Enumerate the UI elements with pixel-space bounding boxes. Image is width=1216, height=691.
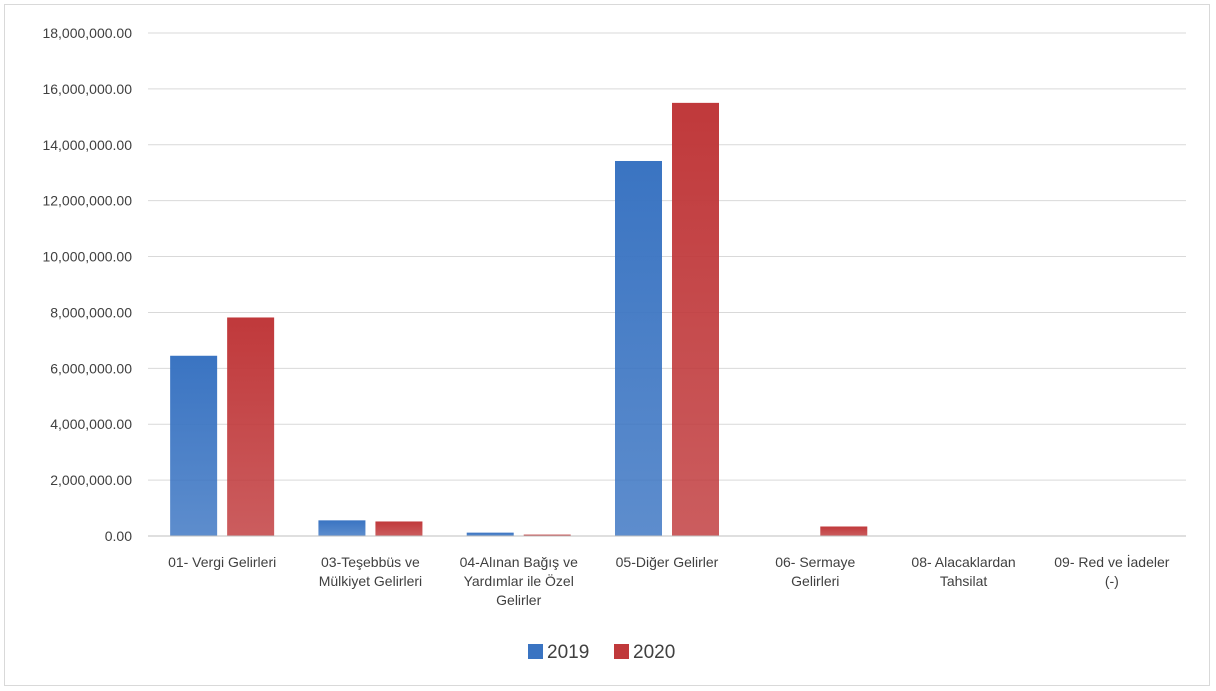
bar-2019 <box>615 160 662 537</box>
y-tick-label: 8,000,000.00 <box>50 304 132 320</box>
y-tick-label: 2,000,000.00 <box>50 472 132 488</box>
y-tick-label: 10,000,000.00 <box>42 249 132 265</box>
legend-swatch <box>528 644 543 659</box>
legend-label: 2020 <box>633 642 675 663</box>
bar-2020 <box>672 102 719 536</box>
y-tick-label: 14,000,000.00 <box>42 137 132 153</box>
category-label: 09- Red ve İadeler (-) <box>1054 553 1170 589</box>
category-label: 04-Alınan Bağış ve Yardımlar ile Özel Geli… <box>460 554 579 608</box>
category-label: 01- Vergi Gelirleri <box>168 554 276 570</box>
grid-lines <box>148 32 1186 481</box>
bars <box>170 102 868 537</box>
y-axis-tick-labels: 0.00 2,000,000.00 4,000,000.00 6,000,000.00… <box>42 25 132 544</box>
legend-swatch <box>614 644 629 659</box>
bar-2019 <box>318 520 366 536</box>
y-tick-label: 6,000,000.00 <box>50 360 132 376</box>
chart-frame <box>4 4 1210 686</box>
bar-2019 <box>170 355 218 536</box>
bar-2019 <box>466 532 514 536</box>
y-tick-label: 0.00 <box>105 528 132 544</box>
bar-2020 <box>523 534 571 536</box>
legend: 2019 2020 <box>528 642 675 663</box>
bar-2020 <box>227 317 275 536</box>
bar-2020 <box>820 526 868 536</box>
y-tick-label: 12,000,000.00 <box>42 193 132 209</box>
y-tick-label: 18,000,000.00 <box>42 25 132 41</box>
y-tick-label: 16,000,000.00 <box>42 81 132 97</box>
y-tick-label: 4,000,000.00 <box>50 416 132 432</box>
category-label: 06- Sermaye Gelirleri <box>775 554 855 589</box>
legend-label: 2019 <box>547 642 589 663</box>
category-label: 08- Alacaklardan Tahsilat <box>911 554 1015 589</box>
category-label: 05-Diğer Gelirler <box>616 554 719 570</box>
x-axis-category-labels: 01- Vergi Gelirleri 03-Teşebbüs ve Mülkiye… <box>168 553 1170 608</box>
bar-2020 <box>375 521 423 536</box>
category-label: 03-Teşebbüs ve Mülkiyet Gelirleri <box>319 554 422 589</box>
